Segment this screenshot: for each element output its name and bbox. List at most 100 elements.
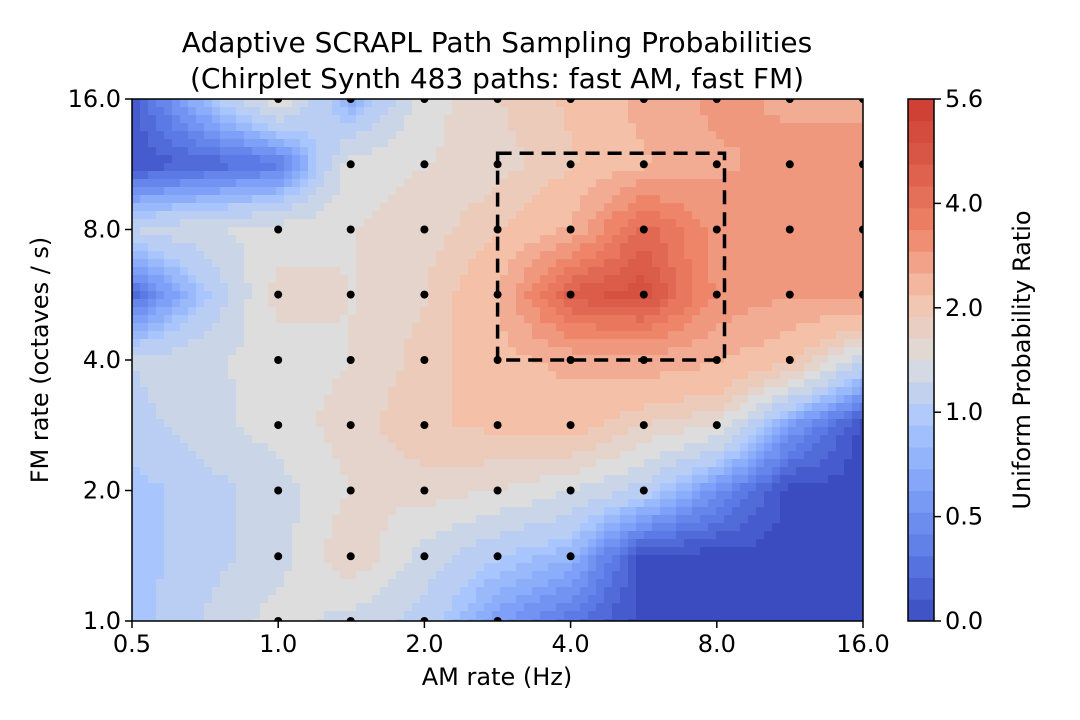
contour-cell (516, 179, 525, 188)
contour-cell (580, 259, 589, 268)
contour-cell (220, 403, 229, 412)
contour-cell (156, 211, 165, 220)
contour-cell (780, 443, 789, 452)
contour-cell (508, 179, 517, 188)
contour-cell (180, 123, 189, 132)
contour-cell (596, 363, 605, 372)
contour-cell (620, 235, 629, 244)
contour-cell (620, 283, 629, 292)
contour-cell (476, 187, 485, 196)
contour-cell (636, 515, 645, 524)
contour-cell (340, 211, 349, 220)
contour-cell (716, 299, 725, 308)
contour-cell (148, 355, 157, 364)
contour-cell (380, 115, 389, 124)
contour-cell (476, 203, 485, 212)
contour-cell (828, 203, 837, 212)
contour-cell (300, 523, 309, 532)
contour-cell (236, 507, 245, 516)
contour-cell (364, 299, 373, 308)
contour-cell (396, 435, 405, 444)
contour-cell (220, 291, 229, 300)
contour-cell (652, 275, 661, 284)
contour-cell (188, 403, 197, 412)
contour-cell (252, 147, 261, 156)
contour-cell (732, 411, 741, 420)
contour-cell (268, 283, 277, 292)
contour-cell (420, 155, 429, 164)
contour-cell (844, 299, 853, 308)
contour-cell (452, 475, 461, 484)
contour-cell (628, 467, 637, 476)
contour-cell (580, 523, 589, 532)
contour-cell (268, 499, 277, 508)
contour-cell (228, 347, 237, 356)
contour-cell (228, 379, 237, 388)
contour-cell (628, 363, 637, 372)
contour-cell (396, 459, 405, 468)
contour-cell (404, 267, 413, 276)
contour-cell (476, 259, 485, 268)
contour-cell (316, 171, 325, 180)
contour-cell (852, 483, 861, 492)
contour-cell (836, 363, 845, 372)
contour-cell (556, 171, 565, 180)
contour-cell (468, 291, 477, 300)
contour-cell (796, 355, 805, 364)
contour-cell (852, 227, 861, 236)
contour-cell (412, 307, 421, 316)
contour-cell (148, 427, 157, 436)
contour-cell (156, 355, 165, 364)
contour-cell (804, 283, 813, 292)
contour-cell (420, 395, 429, 404)
contour-cell (180, 331, 189, 340)
contour-cell (300, 187, 309, 196)
contour-cell (172, 411, 181, 420)
contour-cell (748, 283, 757, 292)
contour-cell (740, 251, 749, 260)
contour-cell (420, 283, 429, 292)
contour-cell (628, 435, 637, 444)
contour-cell (788, 267, 797, 276)
contour-cell (828, 147, 837, 156)
contour-cell (188, 267, 197, 276)
contour-cell (156, 187, 165, 196)
contour-cell (604, 315, 613, 324)
contour-cell (228, 187, 237, 196)
contour-cell (468, 395, 477, 404)
contour-cell (532, 155, 541, 164)
contour-cell (428, 435, 437, 444)
contour-cell (420, 275, 429, 284)
contour-cell (356, 323, 365, 332)
contour-cell (420, 147, 429, 156)
contour-cell (740, 451, 749, 460)
contour-cell (628, 131, 637, 140)
contour-cell (260, 515, 269, 524)
contour-cell (820, 99, 829, 108)
contour-cell (708, 203, 717, 212)
contour-cell (588, 195, 597, 204)
contour-cell (588, 339, 597, 348)
contour-cell (652, 315, 661, 324)
contour-cell (412, 323, 421, 332)
contour-cell (348, 443, 357, 452)
contour-cell (220, 387, 229, 396)
contour-cell (540, 123, 549, 132)
contour-cell (620, 123, 629, 132)
contour-cell (732, 123, 741, 132)
contour-cell (156, 163, 165, 172)
contour-cell (516, 147, 525, 156)
contour-cell (244, 307, 253, 316)
contour-cell (404, 419, 413, 428)
contour-cell (340, 531, 349, 540)
contour-cell (572, 411, 581, 420)
contour-cell (436, 491, 445, 500)
contour-cell (548, 379, 557, 388)
contour-cell (340, 219, 349, 228)
contour-cell (268, 195, 277, 204)
contour-cell (588, 419, 597, 428)
contour-cell (188, 443, 197, 452)
contour-cell (716, 459, 725, 468)
contour-cell (836, 347, 845, 356)
contour-cell (684, 515, 693, 524)
